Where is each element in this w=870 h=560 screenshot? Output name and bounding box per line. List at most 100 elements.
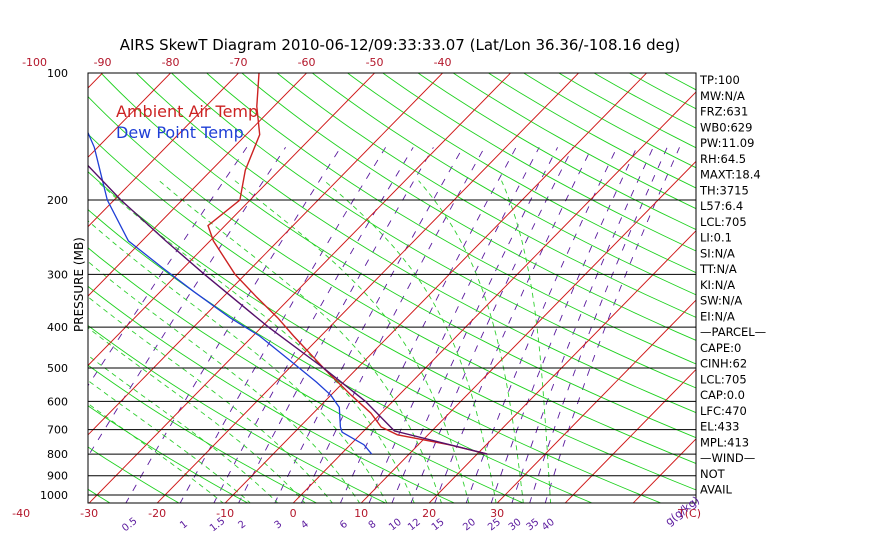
isotherm-line xyxy=(156,73,580,503)
index-entry: TT:N/A xyxy=(699,262,737,276)
pressure-tick-label: 800 xyxy=(47,448,68,461)
mixing-ratio-line xyxy=(300,147,485,503)
plot-frame xyxy=(87,72,697,504)
top-temp-tick-label: -100 xyxy=(22,56,47,69)
isotherm-line xyxy=(292,91,696,503)
dry-adiabat-line xyxy=(276,73,696,318)
dew-point-temp-line xyxy=(88,131,373,455)
index-entry: SW:N/A xyxy=(700,294,742,308)
dry-adiabat-line xyxy=(382,73,696,252)
index-entry: WB0:629 xyxy=(700,120,752,134)
index-entry: LFC:470 xyxy=(700,404,747,418)
dry-adiabat-line xyxy=(170,73,696,389)
bottom-temp-tick-label: 10 xyxy=(354,507,368,520)
moist-adiabat-line xyxy=(88,354,279,503)
mixing-ratio-tick-label: 35 xyxy=(525,517,542,534)
index-entry: MAXT:18.4 xyxy=(700,168,761,182)
dry-adiabat-line xyxy=(311,73,696,296)
pressure-tick-label: 400 xyxy=(47,321,68,334)
index-entry: KI:N/A xyxy=(700,278,735,292)
index-entry: EL:433 xyxy=(700,420,740,434)
dry-adiabat-line xyxy=(205,73,696,365)
index-entry: FRZ:631 xyxy=(700,105,748,119)
mixing-ratio-line xyxy=(434,147,593,503)
index-entry: LI:0.1 xyxy=(700,231,732,245)
pressure-tick-label: 500 xyxy=(47,362,68,375)
dry-adiabat-line xyxy=(88,324,387,503)
isotherm-line xyxy=(360,160,696,503)
moist-adiabat-line xyxy=(88,220,388,503)
dry-adiabat-line xyxy=(346,73,696,274)
index-entry: NOT xyxy=(700,467,726,481)
dry-adiabat-line xyxy=(88,209,594,503)
isotherm-line xyxy=(88,73,308,297)
index-entry: MPL:413 xyxy=(700,435,749,449)
mixing-ratio-line xyxy=(339,147,517,503)
mixing-ratio-tick-label: 2 xyxy=(236,519,248,532)
index-entry: TH:3715 xyxy=(699,183,749,197)
moist-adiabat-line xyxy=(418,180,524,503)
isotherm-line xyxy=(88,73,172,158)
mixing-ratio-tick-label: 4 xyxy=(299,519,311,532)
top-temp-tick-label: -40 xyxy=(434,56,452,69)
index-entry: CAPE:0 xyxy=(700,341,741,355)
top-temp-tick-label: -70 xyxy=(230,56,248,69)
dry-adiabat-line xyxy=(653,48,870,504)
top-temperature-tick-labels: -120-110-100-90-80-70-60-50-40 xyxy=(22,56,452,69)
isotherm-line xyxy=(88,73,240,228)
pressure-tick-label: 100 xyxy=(47,67,68,80)
bottom-temp-tick-label: 20 xyxy=(422,507,436,520)
mixing-ratio-tick-label: 8 xyxy=(367,519,379,532)
dry-adiabat-line xyxy=(100,73,696,439)
moist-adiabat-line xyxy=(501,180,552,503)
index-entry: AVAIL xyxy=(700,483,733,497)
dry-adiabat-line xyxy=(88,364,318,503)
dry-adiabat-line xyxy=(522,73,696,169)
moist-adiabat-line xyxy=(88,379,251,503)
bottom-temp-tick-label: 0 xyxy=(290,507,297,520)
isotherm-line xyxy=(88,73,104,89)
index-entry: LCL:705 xyxy=(700,215,747,229)
index-entry: —WIND— xyxy=(700,451,755,465)
dry-adiabat-line xyxy=(487,73,696,189)
mixing-ratio-tick-label: 12 xyxy=(406,517,423,534)
pressure-tick-label: 200 xyxy=(47,194,68,207)
mixing-ratio-tick-label: 30 xyxy=(507,517,524,534)
bottom-temp-tick-label: -20 xyxy=(148,507,166,520)
dry-adiabat-line xyxy=(417,73,696,231)
top-temp-tick-label: -60 xyxy=(298,56,316,69)
index-entry: TP:100 xyxy=(699,73,740,87)
isobar-lines xyxy=(88,199,696,496)
dry-adiabat-line xyxy=(88,171,663,503)
pressure-tick-label: 1000 xyxy=(40,489,68,502)
index-entry: CAP:0.0 xyxy=(700,388,745,402)
index-entry: LCL:705 xyxy=(700,372,747,386)
legend: Ambient Air Temp Dew Point Temp xyxy=(116,102,258,142)
top-temp-tick-label: -90 xyxy=(94,56,112,69)
isotherm-line xyxy=(496,299,696,503)
pressure-tick-label: 900 xyxy=(47,470,68,483)
index-entry: SI:N/A xyxy=(700,246,735,260)
top-temp-tick-label: -50 xyxy=(366,56,384,69)
mixing-ratio-line xyxy=(490,147,638,503)
dry-adiabat-line xyxy=(88,133,696,491)
dry-adiabat-line xyxy=(88,247,525,503)
chart-title: AIRS SkewT Diagram 2010-06-12/09:33:33.0… xyxy=(120,36,681,54)
index-entry: PW:11.09 xyxy=(700,136,754,150)
bottom-temp-tick-label: -30 xyxy=(80,507,98,520)
bottom-temp-tick-label: 30 xyxy=(490,507,504,520)
profile-series xyxy=(88,73,488,455)
x-axis-label: T(C) xyxy=(677,507,701,520)
dry-adiabat-line xyxy=(135,73,696,414)
y-axis-label: PRESSURE (MB) xyxy=(72,237,86,332)
mixing-ratio-tick-label: 10 xyxy=(387,517,404,534)
dry-adiabat-lines xyxy=(88,48,870,504)
top-temp-tick-label: -80 xyxy=(162,56,180,69)
index-entry: RH:64.5 xyxy=(700,152,746,166)
ambient-air-temp-line xyxy=(207,73,488,455)
dry-adiabat-line xyxy=(88,285,456,503)
moist-adiabat-line xyxy=(96,180,415,503)
